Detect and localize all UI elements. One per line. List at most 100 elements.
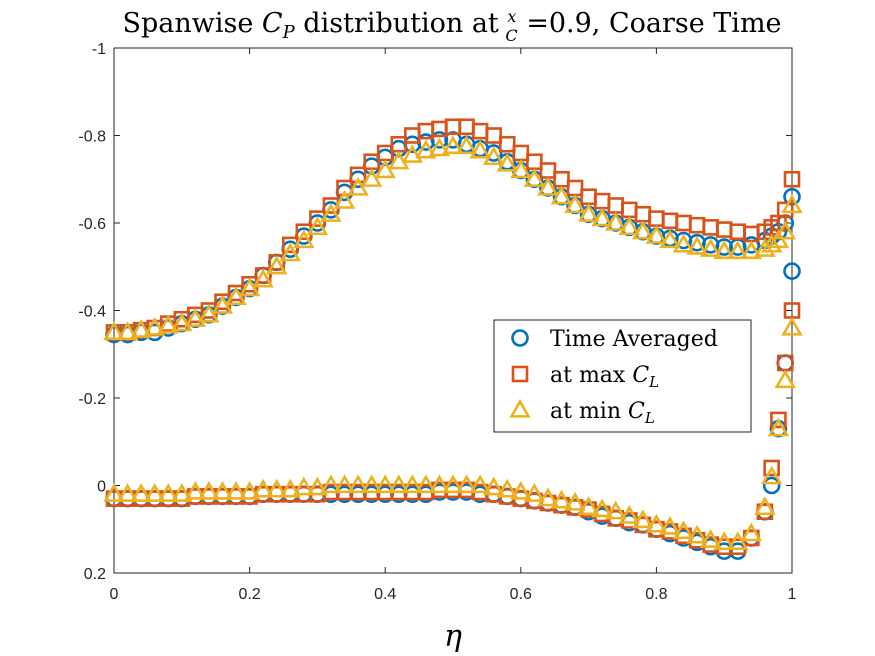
point-triangle-lower-8 <box>211 480 234 500</box>
point-triangle-upper-36 <box>591 207 613 227</box>
title-symbol-sub: P <box>282 22 296 43</box>
point-triangle-upper-41 <box>659 229 681 249</box>
point-triangle-lower-42 <box>672 520 695 540</box>
point-triangle-lower-26 <box>455 474 478 494</box>
point-triangle-upper-45 <box>713 240 735 260</box>
point-triangle-upper-23 <box>415 139 437 159</box>
legend: Time Averaged at max CL at min CL <box>493 319 752 433</box>
point-triangle-upper-46 <box>727 240 749 260</box>
legend-marker-circle <box>511 329 529 347</box>
point-triangle-lower-15 <box>306 476 329 496</box>
point-triangle-lower-39 <box>632 509 654 529</box>
legend-markers <box>509 329 531 418</box>
legend-entry-1-sub: L <box>648 373 659 391</box>
point-triangle-lower-21 <box>388 474 410 494</box>
legend-entry-2-math: C <box>628 399 645 424</box>
point-triangle-lower-48 <box>754 496 776 516</box>
point-triangle-lower-23 <box>415 474 437 494</box>
legend-entry-2: at min CL <box>550 399 655 427</box>
point-circle-lower-52 <box>783 262 801 280</box>
point-triangle-lower-0 <box>103 483 125 502</box>
legend-entry-2-text: at min <box>550 399 628 424</box>
title-prefix: Spanwise <box>122 8 261 39</box>
legend-entry-2-sub: L <box>644 409 655 427</box>
point-triangle-upper-50 <box>767 229 790 249</box>
point-triangle-lower-30 <box>510 480 532 500</box>
title-frac-den: C <box>505 26 517 45</box>
point-triangle-lower-52 <box>781 316 803 336</box>
point-triangle-upper-18 <box>347 176 369 196</box>
point-circle-upper-24 <box>430 131 449 149</box>
point-triangle-upper-33 <box>550 185 573 205</box>
x-tick-label-5: 1 <box>788 586 797 603</box>
point-triangle-lower-9 <box>225 480 247 500</box>
point-triangle-upper-17 <box>333 190 356 209</box>
point-triangle-upper-9 <box>225 286 247 306</box>
point-triangle-upper-39 <box>632 220 654 240</box>
point-triangle-upper-22 <box>401 144 424 163</box>
point-triangle-lower-19 <box>360 474 383 494</box>
point-triangle-lower-5 <box>171 483 193 502</box>
point-triangle-lower-3 <box>143 483 166 502</box>
point-triangle-lower-49 <box>760 465 783 485</box>
x-tick-label-1: 0.2 <box>238 586 260 603</box>
point-triangle-lower-51 <box>774 369 796 389</box>
legend-entry-1-math: C <box>632 363 649 388</box>
point-triangle-lower-46 <box>727 531 749 551</box>
point-triangle-lower-35 <box>577 496 600 516</box>
point-square-upper-11 <box>254 267 272 284</box>
point-square-upper-28 <box>485 127 502 144</box>
point-triangle-lower-7 <box>198 480 220 500</box>
point-triangle-upper-7 <box>198 303 220 323</box>
point-triangle-lower-43 <box>686 524 708 544</box>
point-triangle-lower-28 <box>482 476 505 496</box>
point-triangle-lower-14 <box>293 476 315 496</box>
point-triangle-lower-47 <box>740 522 763 542</box>
point-triangle-upper-13 <box>279 242 302 262</box>
point-triangle-lower-37 <box>604 500 627 520</box>
point-triangle-lower-18 <box>347 474 369 494</box>
point-triangle-lower-25 <box>442 474 464 494</box>
point-triangle-upper-48 <box>754 238 776 257</box>
point-triangle-upper-19 <box>360 168 383 187</box>
point-triangle-upper-40 <box>645 225 668 244</box>
legend-box <box>493 319 752 433</box>
y-tick-label-0: -1 <box>92 41 106 58</box>
title-suffix: =0.9, Coarse Time <box>518 8 782 39</box>
legend-entry-1: at max CL <box>550 363 659 391</box>
y-tick-label-2: -0.6 <box>78 216 106 233</box>
point-triangle-lower-11 <box>252 478 274 498</box>
point-triangle-lower-41 <box>659 515 681 535</box>
legend-marker-square <box>511 365 529 383</box>
point-triangle-upper-8 <box>211 295 234 314</box>
point-triangle-lower-16 <box>320 474 342 494</box>
point-triangle-lower-40 <box>645 513 668 533</box>
point-triangle-upper-28 <box>482 146 505 166</box>
point-triangle-lower-38 <box>618 505 641 524</box>
point-triangle-lower-20 <box>374 474 396 494</box>
point-triangle-upper-32 <box>537 176 559 196</box>
point-triangle-upper-27 <box>469 139 491 159</box>
point-triangle-upper-24 <box>428 137 451 157</box>
point-triangle-lower-45 <box>713 531 735 551</box>
point-triangle-upper-26 <box>455 135 478 155</box>
point-triangle-lower-12 <box>265 478 288 498</box>
legend-entry-0-text: Time Averaged <box>550 327 718 352</box>
point-circle-upper-45 <box>715 238 734 256</box>
y-tick-label-3: -0.4 <box>78 304 106 321</box>
y-tick-label-6: 0.2 <box>84 566 106 583</box>
point-triangle-upper-4 <box>157 314 179 334</box>
point-triangle-lower-4 <box>157 483 179 502</box>
point-triangle-lower-34 <box>564 491 586 511</box>
point-triangle-lower-31 <box>523 483 546 502</box>
point-triangle-upper-34 <box>564 194 586 214</box>
x-tick-label-4: 0.8 <box>645 586 667 603</box>
point-square-upper-12 <box>268 254 286 271</box>
point-triangle-lower-50 <box>767 417 790 437</box>
y-tick-label-1: -0.8 <box>78 129 106 146</box>
point-square-upper-51 <box>776 201 794 219</box>
point-triangle-upper-25 <box>442 135 464 155</box>
point-triangle-upper-16 <box>320 203 342 222</box>
